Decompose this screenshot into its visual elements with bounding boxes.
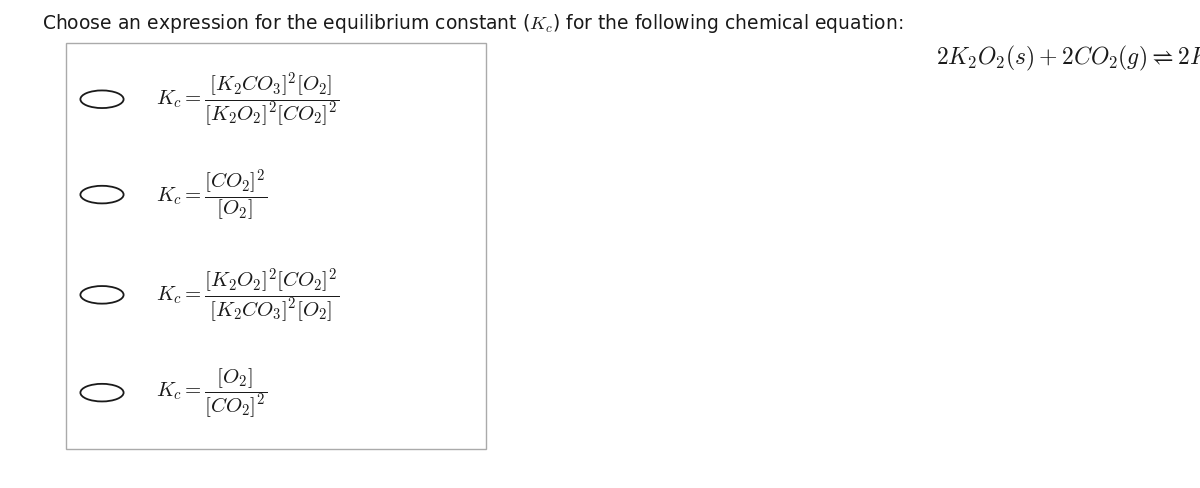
Text: $K_c = \dfrac{[K_2O_2]^2[CO_2]^2}{[K_2CO_3]^2[O_2]}$: $K_c = \dfrac{[K_2O_2]^2[CO_2]^2}{[K_2CO… <box>156 266 340 325</box>
Text: $2K_2O_2(s) + 2CO_2(g) \rightleftharpoons 2K_2CO_3(s) + O_2(g)$: $2K_2O_2(s) + 2CO_2(g) \rightleftharpoon… <box>936 44 1200 73</box>
Text: $K_c = \dfrac{[CO_2]^2}{[O_2]}$: $K_c = \dfrac{[CO_2]^2}{[O_2]}$ <box>156 167 268 223</box>
Text: $K_c = \dfrac{[K_2CO_3]^2[O_2]}{[K_2O_2]^2[CO_2]^2}$: $K_c = \dfrac{[K_2CO_3]^2[O_2]}{[K_2O_2]… <box>156 71 340 129</box>
Text: Choose an expression for the equilibrium constant ($K_c$) for the following chem: Choose an expression for the equilibrium… <box>42 12 904 35</box>
Text: $K_c = \dfrac{[O_2]}{[CO_2]^2}$: $K_c = \dfrac{[O_2]}{[CO_2]^2}$ <box>156 366 268 419</box>
